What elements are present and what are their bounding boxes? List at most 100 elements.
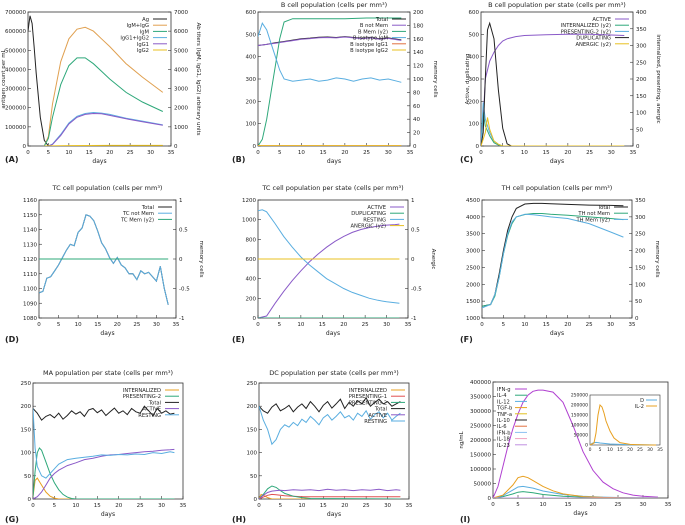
chart-panel-2: 0 5 10 15 20 25 30 3501002003004005006000501001… (460, 1, 661, 165)
y2-tick-label: 200 (636, 77, 647, 83)
y-tick-label: 100 (247, 451, 258, 457)
x-tick-label: 10 (521, 322, 528, 328)
x-tick-label: 30 (608, 150, 615, 156)
plot-frame (27, 11, 172, 147)
y-tick-label: 1000 (242, 218, 256, 224)
y-tick-label: 400 (246, 55, 257, 61)
x-tick-label: 30 (383, 322, 390, 328)
y2-tick-label: 0 (179, 257, 183, 263)
x-tick-label: 20 (564, 150, 571, 156)
y-tick-label: 500 (246, 32, 257, 38)
legend-label: Total (141, 205, 154, 211)
y2-tick-label: 350 (636, 27, 647, 33)
series-line-th-mem-y2- (482, 213, 624, 309)
legend-label: ACTIVE (367, 205, 386, 211)
y2-tick-label: 400 (636, 10, 647, 16)
y2-tick-label: 1 (411, 198, 415, 204)
panel-letter: (H) (232, 515, 246, 524)
y2-tick-label: 20 (413, 131, 420, 137)
x-tick-label: 5 (516, 502, 520, 508)
panel-letter: (B) (232, 155, 245, 164)
chart-panel-8: 0 5 10 15 20 25 30 35 0 50000 100000 150000 200000 25… (459, 380, 672, 524)
series-line-presenting-1 (259, 493, 401, 499)
series-line-igm (43, 57, 164, 146)
y-axis-label: antigen count per mL (1, 48, 7, 108)
y2-tick-label: -1 (411, 316, 416, 322)
x-tick-label: 5 (278, 322, 282, 328)
y2-axis-label: Ab titers (IgM, IgG1, IgG2) arbitrary un… (195, 23, 201, 136)
plot-frame (258, 382, 410, 500)
x-tick-label: 25 (615, 502, 622, 508)
x-axis-label: days (101, 511, 115, 518)
y2-tick-label: 150 (635, 265, 646, 271)
y-tick-label: 1500 (466, 299, 480, 305)
chart-title: B cell population (cells per mm³) (281, 1, 387, 9)
inset-y-tick-label: 100000 (571, 423, 588, 429)
panel-letter: (D) (5, 335, 19, 344)
x-tick-label: 20 (341, 503, 348, 509)
y-tick-label: 600000 (5, 29, 26, 35)
x-tick-label: 5 (278, 150, 282, 156)
y-tick-label: 300 (246, 77, 257, 83)
inset-x-tick-label: 15 (617, 447, 623, 453)
y2-tick-label: 0.5 (179, 228, 188, 234)
x-tick-label: 5 (502, 322, 506, 328)
legend-label: B isotype IgG2 (350, 48, 388, 54)
y-tick-label: 2500 (466, 265, 480, 271)
series-line-active (258, 223, 400, 318)
inset-y-tick-label: 0 (585, 443, 588, 449)
panel-letter: (I) (460, 515, 470, 524)
legend-label: PRESENTING-1 (349, 394, 387, 400)
x-tick-label: 10 (297, 322, 304, 328)
x-axis-label: days (327, 158, 341, 165)
y-tick-label: 200 (246, 296, 257, 302)
y-tick-label: 200000 (470, 438, 491, 444)
x-tick-label: 10 (75, 322, 82, 328)
inset-x-tick-label: 0 (589, 447, 592, 453)
legend-label: RESTING (363, 217, 386, 223)
y-tick-label: 200 (246, 99, 257, 105)
x-tick-label: 15 (94, 503, 101, 509)
x-tick-label: 20 (114, 322, 121, 328)
y-tick-label: 250 (247, 381, 258, 387)
x-tick-label: 15 (320, 150, 327, 156)
x-tick-label: 35 (629, 322, 636, 328)
chart-title: TC cell population per state (cells per … (261, 184, 403, 192)
x-axis-label: days (327, 511, 341, 518)
inset-x-tick-label: 10 (607, 447, 613, 453)
x-tick-label: 20 (564, 322, 571, 328)
y-tick-label: 400 (246, 277, 257, 283)
legend-label: INTERNALIZED (349, 388, 387, 394)
y2-tick-label: 0 (411, 257, 415, 263)
x-tick-label: 10 (298, 150, 305, 156)
y-tick-label: 100 (21, 451, 32, 457)
y2-tick-label: 200 (635, 249, 646, 255)
y2-tick-label: 3000 (174, 87, 188, 93)
inset-x-tick-label: 5 (599, 447, 602, 453)
legend-label: IL-18 (497, 437, 510, 443)
panel-letter: (C) (460, 155, 473, 164)
x-tick-label: 30 (158, 503, 165, 509)
y2-tick-label: 80 (413, 90, 420, 96)
y-tick-label: 0 (254, 497, 258, 503)
x-tick-label: 0 (257, 503, 261, 509)
legend-label: INTERNALIZED (y2) (561, 23, 611, 29)
y-tick-label: 100000 (470, 467, 491, 473)
legend-label: IL-10 (497, 418, 510, 424)
legend-label: RESTING (364, 419, 387, 425)
panel-letter: (A) (5, 155, 19, 164)
y-tick-label: 250000 (470, 424, 491, 430)
y-tick-label: 0 (488, 496, 492, 502)
y2-axis-label: Anergic (430, 249, 436, 270)
y-tick-label: 200 (21, 404, 32, 410)
y-tick-label: 600 (469, 10, 480, 16)
legend-label: B isotype IgG1 (350, 42, 388, 48)
y-tick-label: 3000 (466, 249, 480, 255)
y-tick-label: 800 (246, 237, 257, 243)
y-tick-label: 150 (21, 427, 32, 433)
y2-tick-label: 250 (636, 60, 647, 66)
x-tick-label: 25 (137, 503, 144, 509)
x-tick-label: 15 (565, 502, 572, 508)
legend-label: ACTIVE (142, 407, 161, 413)
y-tick-label: 100000 (5, 125, 26, 131)
